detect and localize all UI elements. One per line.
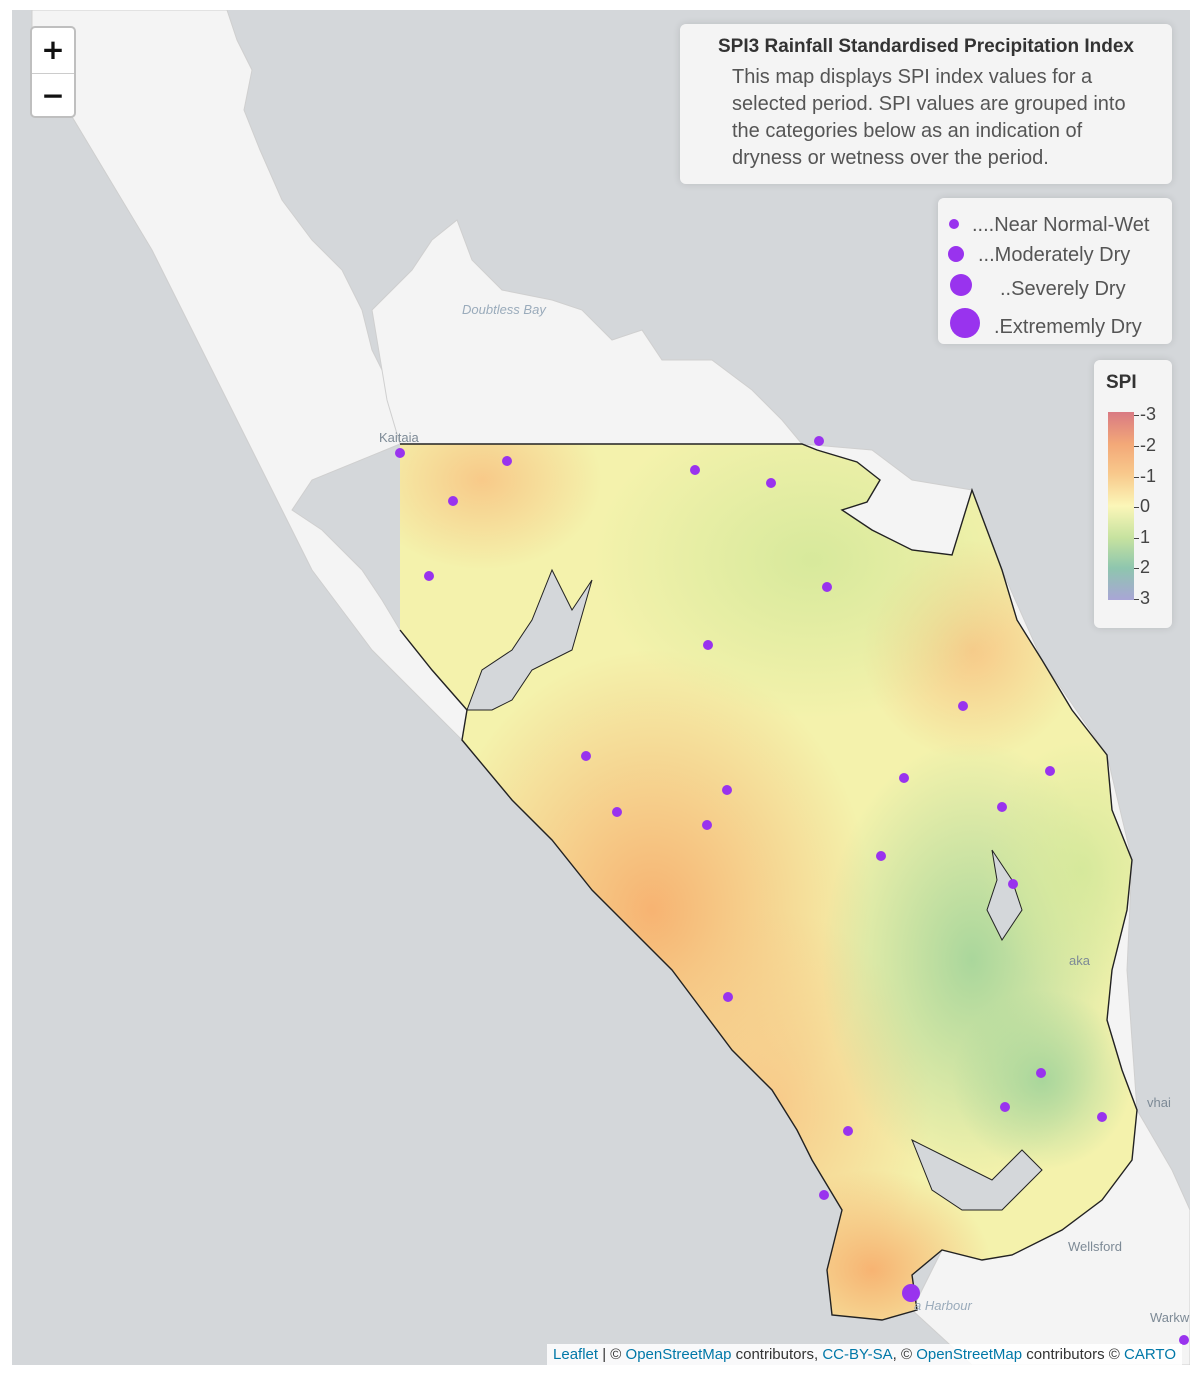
station-layer <box>395 436 1189 1345</box>
size-legend-label: ..Severely Dry <box>1000 278 1126 300</box>
map-container[interactable]: Kaitaia Doubtless Bay Wellsford a Harbou… <box>12 10 1190 1365</box>
spi-color-ramp <box>1108 412 1134 600</box>
info-panel: SPI3 Rainfall Standardised Precipitation… <box>680 24 1172 184</box>
station-marker[interactable] <box>899 773 909 783</box>
station-marker[interactable] <box>766 478 776 488</box>
spi-tick: -1 <box>1134 466 1156 487</box>
spi-overlay <box>400 444 1137 1320</box>
station-marker[interactable] <box>997 802 1007 812</box>
harbour-inlet-south <box>911 1138 1043 1211</box>
place-label-doubtless-bay: Doubtless Bay <box>462 302 546 317</box>
place-label-kaitaia: Kaitaia <box>379 430 419 445</box>
openstreetmap-link[interactable]: OpenStreetMap <box>916 1346 1023 1363</box>
cc-by-sa-link[interactable]: CC-BY-SA <box>822 1346 893 1363</box>
size-legend-item: ...Moderately Dry <box>938 242 1172 272</box>
station-marker[interactable] <box>702 820 712 830</box>
station-marker[interactable] <box>723 992 733 1002</box>
station-marker[interactable] <box>424 571 434 581</box>
size-legend-label: ...Moderately Dry <box>978 244 1131 266</box>
station-marker[interactable] <box>1097 1112 1107 1122</box>
station-marker[interactable] <box>1036 1068 1046 1078</box>
openstreetmap-link[interactable]: OpenStreetMap <box>625 1346 732 1363</box>
station-marker[interactable] <box>395 448 405 458</box>
place-label-wellsford: Wellsford <box>1068 1239 1122 1254</box>
dot-icon <box>950 274 972 296</box>
map-base-layer <box>31 10 1190 1365</box>
size-legend-item: ..Severely Dry <box>938 274 1172 304</box>
spi-tick: 2 <box>1134 557 1150 578</box>
land-far-north <box>371 219 804 445</box>
leaflet-link[interactable]: Leaflet <box>553 1346 599 1363</box>
station-marker[interactable] <box>612 807 622 817</box>
place-label-whai: vhai <box>1147 1095 1171 1110</box>
station-marker[interactable] <box>814 436 824 446</box>
region-boundary <box>399 443 1138 1321</box>
land-northland <box>31 10 468 742</box>
spi-tick: -2 <box>1134 435 1156 456</box>
attribution-text: contributors © <box>1022 1346 1125 1363</box>
station-marker[interactable] <box>1008 879 1018 889</box>
station-marker[interactable] <box>876 851 886 861</box>
size-legend-item: .Extrememly Dry <box>938 308 1172 338</box>
spi-tick: -3 <box>1134 404 1156 425</box>
map-attribution: Leaflet | © OpenStreetMap contributors, … <box>547 1344 1182 1365</box>
spi-legend: SPI -3 -2 -1 0 1 2 3 <box>1094 360 1172 628</box>
spi-tick: 3 <box>1134 588 1150 609</box>
place-label-harbour: a Harbour <box>914 1298 972 1313</box>
station-marker[interactable] <box>690 465 700 475</box>
station-marker[interactable] <box>722 785 732 795</box>
station-marker[interactable] <box>448 496 458 506</box>
station-marker[interactable] <box>819 1190 829 1200</box>
size-legend: ....Near Normal-Wet ...Moderately Dry ..… <box>938 198 1172 344</box>
dot-icon <box>949 219 959 229</box>
dot-icon <box>948 246 964 262</box>
station-marker[interactable] <box>958 701 968 711</box>
station-marker[interactable] <box>843 1126 853 1136</box>
station-marker[interactable] <box>581 751 591 761</box>
zoom-out-button[interactable]: − <box>41 79 65 112</box>
carto-link[interactable]: CARTO <box>1124 1346 1176 1363</box>
zoom-in-button[interactable]: + <box>32 28 74 74</box>
station-marker[interactable] <box>1179 1335 1189 1345</box>
size-legend-item: ....Near Normal-Wet <box>938 212 1172 242</box>
zoom-control: + − <box>30 26 76 118</box>
info-title: SPI3 Rainfall Standardised Precipitation… <box>718 36 1134 57</box>
place-label-warkw: Warkw <box>1150 1310 1190 1325</box>
spi-tick: 1 <box>1134 527 1150 548</box>
station-marker[interactable] <box>822 582 832 592</box>
harbour-inlet-west <box>466 568 593 711</box>
station-marker[interactable] <box>703 640 713 650</box>
spi-tick: 0 <box>1134 496 1150 517</box>
station-marker[interactable] <box>1000 1102 1010 1112</box>
attribution-text: contributors, <box>731 1346 823 1363</box>
size-legend-label: .Extrememly Dry <box>994 316 1142 338</box>
attribution-text: | © <box>598 1346 626 1363</box>
dot-icon <box>950 308 980 338</box>
station-marker[interactable] <box>1045 766 1055 776</box>
attribution-text: , © <box>892 1346 917 1363</box>
size-legend-label: ....Near Normal-Wet <box>972 214 1150 236</box>
info-text: This map displays SPI index values for a… <box>732 66 1126 169</box>
station-marker[interactable] <box>902 1284 920 1302</box>
place-label-kaka: aka <box>1069 953 1090 968</box>
spi-legend-title: SPI <box>1106 372 1137 393</box>
station-marker[interactable] <box>502 456 512 466</box>
